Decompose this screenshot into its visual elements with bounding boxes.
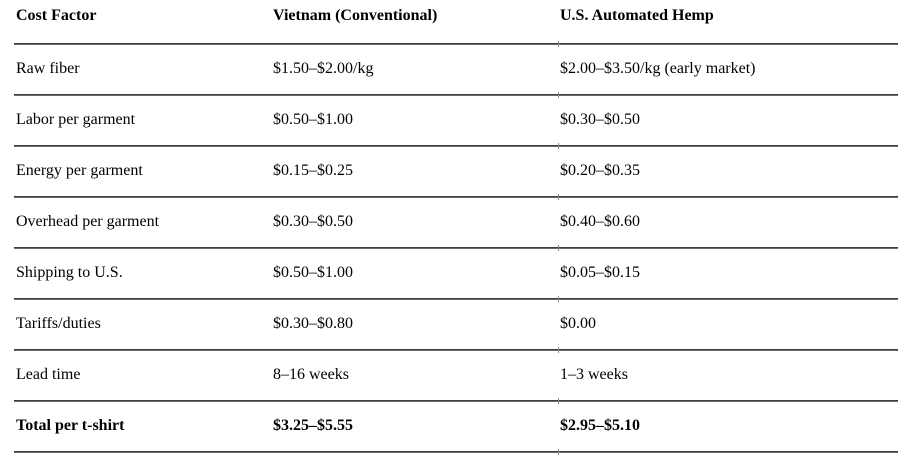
table-row-overhead: Overhead per garment $0.30–$0.50 $0.40–$… bbox=[14, 198, 898, 247]
column-border-tick bbox=[558, 398, 559, 404]
cell-cost-factor: Shipping to U.S. bbox=[16, 264, 123, 282]
cell-cost-factor: Raw fiber bbox=[16, 60, 80, 78]
column-border-tick bbox=[558, 194, 559, 200]
row-divider bbox=[14, 245, 898, 251]
cell-vietnam-value: $0.15–$0.25 bbox=[273, 162, 353, 180]
cell-us-hemp-value: $0.20–$0.35 bbox=[560, 162, 640, 180]
column-border-tick bbox=[558, 449, 559, 455]
cell-us-hemp-value: $2.00–$3.50/kg (early market) bbox=[560, 60, 756, 78]
table-bottom-divider bbox=[14, 449, 898, 455]
table-row-lead-time: Lead time 8–16 weeks 1–3 weeks bbox=[14, 351, 898, 400]
column-border-tick bbox=[558, 347, 559, 353]
cell-vietnam-value: $0.50–$1.00 bbox=[273, 264, 353, 282]
row-divider bbox=[14, 398, 898, 404]
table-row-shipping: Shipping to U.S. $0.50–$1.00 $0.05–$0.15 bbox=[14, 249, 898, 298]
header-us-automated-hemp: U.S. Automated Hemp bbox=[560, 7, 714, 24]
header-cost-factor: Cost Factor bbox=[16, 7, 97, 24]
cell-vietnam-value: $3.25–$5.55 bbox=[273, 417, 353, 435]
row-divider bbox=[14, 194, 898, 200]
column-border-tick bbox=[558, 143, 559, 149]
table-header-row: Cost Factor Vietnam (Conventional) U.S. … bbox=[14, 0, 898, 43]
table-row-energy: Energy per garment $0.15–$0.25 $0.20–$0.… bbox=[14, 147, 898, 196]
column-border-tick bbox=[558, 245, 559, 251]
cell-us-hemp-value: $0.00 bbox=[560, 315, 596, 333]
column-border-tick bbox=[558, 92, 559, 98]
cell-cost-factor: Total per t-shirt bbox=[16, 417, 125, 435]
cell-cost-factor: Labor per garment bbox=[16, 111, 136, 129]
header-vietnam-conventional: Vietnam (Conventional) bbox=[273, 7, 438, 24]
row-divider bbox=[14, 92, 898, 98]
cell-vietnam-value: 8–16 weeks bbox=[273, 366, 349, 384]
cell-cost-factor: Lead time bbox=[16, 366, 81, 384]
table-row-total: Total per t-shirt $3.25–$5.55 $2.95–$5.1… bbox=[14, 402, 898, 451]
cell-cost-factor: Overhead per garment bbox=[16, 213, 160, 231]
cell-us-hemp-value: $0.30–$0.50 bbox=[560, 111, 640, 129]
table-row-raw-fiber: Raw fiber $1.50–$2.00/kg $2.00–$3.50/kg … bbox=[14, 45, 898, 94]
row-divider bbox=[14, 143, 898, 149]
cell-vietnam-value: $1.50–$2.00/kg bbox=[273, 60, 374, 78]
table-row-labor: Labor per garment $0.50–$1.00 $0.30–$0.5… bbox=[14, 96, 898, 145]
cell-vietnam-value: $0.30–$0.80 bbox=[273, 315, 353, 333]
row-divider bbox=[14, 347, 898, 353]
cell-us-hemp-value: $0.05–$0.15 bbox=[560, 264, 640, 282]
header-divider bbox=[14, 41, 898, 47]
cell-us-hemp-value: $2.95–$5.10 bbox=[560, 417, 640, 435]
cell-us-hemp-value: 1–3 weeks bbox=[560, 366, 628, 384]
cost-comparison-table: Cost Factor Vietnam (Conventional) U.S. … bbox=[14, 0, 898, 455]
cell-us-hemp-value: $0.40–$0.60 bbox=[560, 213, 640, 231]
cell-cost-factor: Energy per garment bbox=[16, 162, 143, 180]
cell-cost-factor: Tariffs/duties bbox=[16, 315, 101, 333]
cell-vietnam-value: $0.50–$1.00 bbox=[273, 111, 353, 129]
column-border-tick bbox=[558, 41, 559, 47]
table-row-tariffs: Tariffs/duties $0.30–$0.80 $0.00 bbox=[14, 300, 898, 349]
column-border-tick bbox=[558, 296, 559, 302]
row-divider bbox=[14, 296, 898, 302]
cell-vietnam-value: $0.30–$0.50 bbox=[273, 213, 353, 231]
